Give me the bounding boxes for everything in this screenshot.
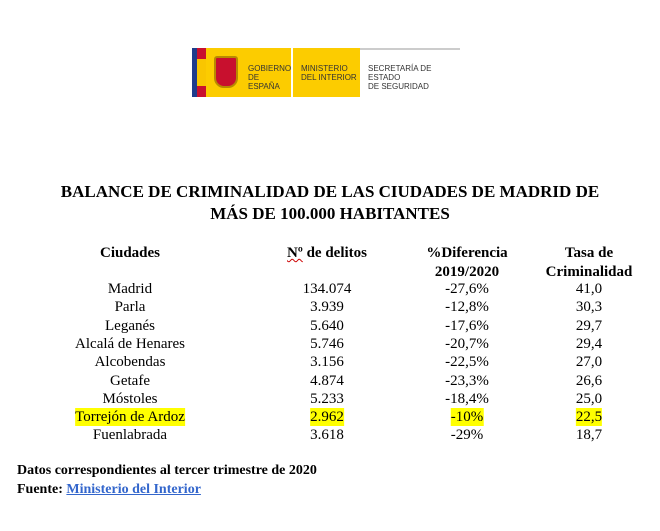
header-diff-line2: 2019/2020 (434, 264, 500, 280)
cell-rate: 30,3 (575, 299, 603, 316)
header-delitos: Nº de delitos (267, 244, 387, 263)
cell-rate: 22,5 (575, 408, 603, 427)
cell-crimes: 2.962 (310, 408, 344, 427)
cell-rate: 18,7 (575, 427, 603, 444)
header-diferencia: %Diferencia 2019/2020 (407, 244, 527, 282)
cell-rate: 26,6 (575, 372, 603, 389)
flag-strip (192, 48, 206, 97)
cell-crimes: 4.874 (310, 372, 344, 389)
cell-city: Leganés (105, 317, 155, 334)
cell-city: Madrid (107, 281, 153, 297)
cell-city: Alcobendas (94, 354, 166, 371)
cell-crimes: 3.618 (310, 427, 344, 444)
header-ciudades: Ciudades (99, 245, 161, 261)
cell-diff: -10% (450, 408, 484, 427)
table-row: Parla 3.939 -12,8% 30,3 (0, 298, 660, 316)
page-title: BALANCE DE CRIMINALIDAD DE LAS CIUDADES … (0, 181, 660, 225)
cell-crimes: 134.074 (302, 281, 352, 297)
cell-diff: -12,8% (445, 299, 489, 316)
divider (360, 48, 460, 50)
table-row: Alcobendas 3.156 -22,5% 27,0 (0, 353, 660, 371)
table-row: Móstoles 5.233 -18,4% 25,0 (0, 390, 660, 408)
table-row: Madrid 134.074 -27,6% 41,0 (0, 280, 660, 298)
gobierno-block: GOBIERNO DE ESPAÑA (206, 48, 291, 97)
gobierno-text: GOBIERNO DE ESPAÑA (248, 64, 292, 91)
ministerio-text: MINISTERIO DEL INTERIOR (301, 64, 357, 82)
cell-crimes: 5.233 (310, 390, 344, 407)
cell-rate: 29,4 (575, 335, 603, 352)
source-line: Fuente: Ministerio del Interior (17, 481, 201, 499)
cell-crimes: 3.939 (310, 299, 344, 316)
table-row: Fuenlabrada 3.618 -29% 18,7 (0, 426, 660, 444)
cell-city: Alcalá de Henares (75, 335, 185, 352)
title-line-2: MÁS DE 100.000 HABITANTES (210, 204, 450, 223)
cell-city: Fuenlabrada (92, 427, 168, 444)
cell-diff: -20,7% (445, 335, 489, 352)
cell-crimes: 5.746 (310, 335, 344, 352)
data-note: Datos correspondientes al tercer trimest… (17, 463, 317, 478)
secretaria-text: SECRETARÍA DE ESTADO DE SEGURIDAD (368, 64, 432, 91)
coat-of-arms-icon (214, 56, 238, 88)
cell-rate: 25,0 (575, 390, 603, 407)
cell-rate: 27,0 (575, 354, 603, 371)
table-row: Alcalá de Henares 5.746 -20,7% 29,4 (0, 335, 660, 353)
cell-city: Móstoles (102, 390, 158, 407)
source-label: Fuente: (17, 482, 67, 497)
cell-diff: -18,4% (445, 390, 489, 407)
cell-diff: -23,3% (445, 372, 489, 389)
header-rate-line2: Criminalidad (545, 264, 633, 280)
header-delitos-rest: de delitos (302, 245, 367, 261)
government-logo: GOBIERNO DE ESPAÑA MINISTERIO DEL INTERI… (192, 48, 460, 97)
cell-crimes: 3.156 (310, 354, 344, 371)
title-line-1: BALANCE DE CRIMINALIDAD DE LAS CIUDADES … (60, 182, 600, 201)
table-row: Torrejón de Ardoz 2.962 -10% 22,5 (0, 408, 660, 427)
cell-crimes: 5.640 (310, 317, 344, 334)
cell-diff: -22,5% (445, 354, 489, 371)
cell-rate: 41,0 (575, 281, 603, 297)
cell-diff: -29% (450, 427, 484, 444)
table-row: Getafe 4.874 -23,3% 26,6 (0, 372, 660, 390)
header-diff-line1: %Diferencia (426, 245, 508, 261)
header-delitos-prefix: Nº (287, 245, 303, 261)
header-tasa: Tasa de Criminalidad (529, 244, 649, 282)
cell-city: Torrejón de Ardoz (75, 408, 185, 427)
cell-diff: -17,6% (445, 317, 489, 334)
source-link[interactable]: Ministerio del Interior (66, 482, 201, 497)
header-rate-line1: Tasa de (564, 245, 614, 261)
cell-diff: -27,6% (445, 281, 489, 297)
cell-city: Parla (114, 299, 146, 316)
cell-city: Getafe (110, 372, 150, 389)
ministerio-block: MINISTERIO DEL INTERIOR (293, 48, 360, 97)
cell-rate: 29,7 (575, 317, 603, 334)
table-row: Leganés 5.640 -17,6% 29,7 (0, 317, 660, 335)
